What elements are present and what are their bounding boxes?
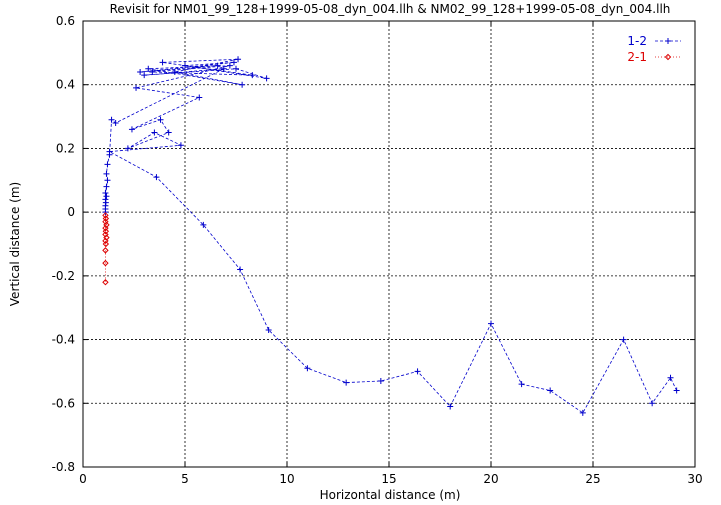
x-tick-label: 0: [79, 472, 87, 486]
data-point: [102, 218, 109, 225]
data-point: [235, 56, 242, 63]
data-point: [665, 38, 671, 44]
data-point: [102, 247, 109, 254]
x-tick-label: 25: [585, 472, 600, 486]
y-tick-label: 0.6: [56, 14, 75, 28]
data-point: [488, 320, 494, 327]
y-tick-label: 0: [67, 205, 75, 219]
plot-frame: [82, 20, 696, 468]
data-point: [579, 409, 586, 416]
grid: [83, 21, 695, 467]
data-point: [106, 151, 113, 158]
data-point: [102, 231, 109, 238]
series-2: [102, 212, 110, 286]
data-point: [108, 116, 115, 123]
data-point: [667, 374, 674, 381]
data-point: [104, 161, 111, 168]
data-point: [153, 174, 160, 181]
data-point: [171, 68, 178, 75]
x-tick-label: 15: [381, 472, 396, 486]
data-point: [304, 365, 311, 372]
legend-label: 2-1: [627, 50, 647, 64]
data-point: [343, 379, 350, 386]
x-axis-label: Horizontal distance (m): [320, 488, 461, 502]
series-group: [102, 56, 680, 416]
data-point: [103, 234, 110, 241]
data-point: [226, 62, 233, 69]
data-point: [102, 215, 110, 222]
data-point: [649, 400, 656, 407]
y-axis-label: Vertical distance (m): [8, 182, 22, 306]
data-point: [182, 62, 188, 69]
data-point: [214, 62, 221, 69]
data-point: [518, 381, 525, 388]
data-point: [447, 403, 454, 410]
data-point: [151, 129, 158, 136]
data-point: [103, 170, 110, 177]
legend: 1-22-1: [627, 34, 681, 64]
data-point: [133, 84, 140, 91]
data-point: [263, 75, 270, 82]
data-point: [137, 68, 144, 75]
y-tick-label: -0.4: [52, 333, 75, 347]
data-point: [377, 377, 384, 384]
data-point: [112, 119, 119, 126]
data-point: [104, 177, 111, 184]
data-point: [673, 387, 680, 394]
data-point: [237, 266, 244, 273]
data-point: [102, 190, 109, 197]
data-point: [102, 259, 109, 267]
data-point: [102, 224, 109, 232]
legend-label: 1-2: [627, 34, 647, 48]
data-point: [220, 65, 227, 72]
y-tick-label: 0.4: [56, 78, 75, 92]
data-point: [103, 193, 110, 200]
data-point: [103, 183, 110, 190]
data-point: [141, 72, 148, 79]
y-tick-label: -0.6: [52, 396, 75, 410]
data-point: [102, 212, 109, 219]
x-tick-label: 20: [483, 472, 498, 486]
data-point: [165, 129, 172, 136]
data-point: [103, 221, 110, 229]
x-tick-label: 5: [181, 472, 189, 486]
data-point: [230, 59, 237, 66]
series-1: [102, 56, 680, 416]
axis-ticks: 0 5 10 15 20 25 30 -0.8 -0.6 -0.4 -0.2 0 0.2 0.4 0.6: [52, 14, 703, 486]
data-point: [547, 387, 554, 394]
data-point: [128, 126, 135, 133]
data-point: [102, 279, 109, 286]
data-point: [620, 336, 627, 343]
y-tick-label: -0.2: [52, 269, 75, 283]
chart-title: Revisit for NM01_99_128+1999-05-08_dyn_0…: [110, 2, 671, 16]
series-line: [105, 58, 678, 414]
data-point: [265, 327, 272, 334]
data-point: [102, 228, 110, 235]
x-tick-label: 30: [687, 472, 702, 486]
y-tick-label: -0.8: [52, 460, 75, 474]
data-point: [149, 68, 156, 75]
data-point: [239, 81, 246, 88]
data-point: [233, 65, 239, 72]
data-point: [102, 237, 109, 245]
data-point: [196, 94, 203, 101]
data-point: [249, 72, 256, 79]
y-tick-label: 0.2: [56, 141, 75, 155]
data-point: [102, 240, 110, 248]
data-point: [145, 65, 152, 72]
data-point: [664, 53, 672, 61]
data-point: [124, 145, 131, 152]
data-point: [157, 116, 164, 123]
series-line: [105, 215, 107, 283]
x-tick-label: 10: [279, 472, 294, 486]
data-point: [159, 59, 166, 66]
data-point: [200, 221, 207, 228]
data-point: [414, 368, 421, 375]
data-point: [177, 142, 184, 149]
